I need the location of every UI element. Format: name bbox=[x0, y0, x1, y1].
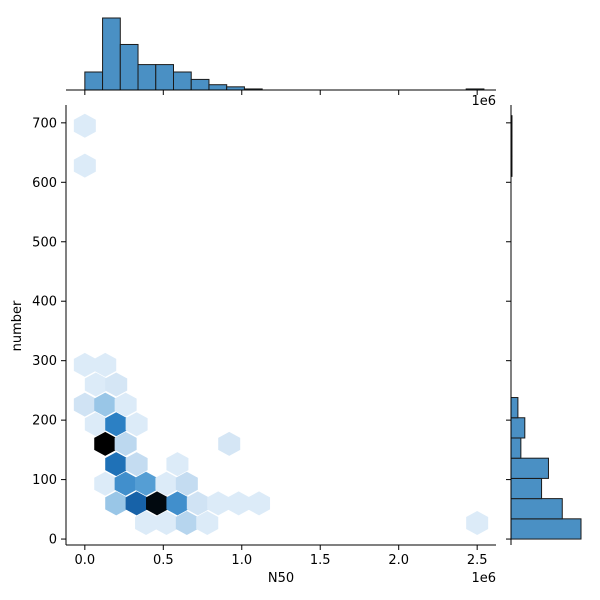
hexbin-cell bbox=[105, 452, 128, 477]
right-hist-bar bbox=[510, 498, 563, 520]
right-hist-bar bbox=[510, 437, 522, 459]
top-hist-bar bbox=[190, 78, 210, 91]
hexbin-cell bbox=[135, 471, 158, 496]
hexbin-cell bbox=[207, 491, 230, 516]
y-tick-label: 700 bbox=[32, 116, 57, 131]
x-tick-label: 0.0 bbox=[74, 553, 95, 568]
hexbin-cell bbox=[105, 412, 128, 437]
top-hist-bar bbox=[137, 64, 157, 91]
top-marginal-histogram bbox=[66, 17, 496, 95]
hexbin-cell bbox=[248, 491, 271, 516]
hexbin-cell bbox=[73, 392, 96, 417]
hexbin-cell bbox=[114, 392, 137, 417]
hexbin-cell bbox=[196, 511, 219, 535]
y-tick-label: 600 bbox=[32, 176, 57, 191]
hexbin-cell bbox=[73, 113, 96, 138]
y-tick-label: 500 bbox=[32, 235, 57, 250]
hexbin-cell bbox=[155, 511, 178, 535]
hexbin-cell bbox=[94, 471, 117, 496]
y-tick-label: 100 bbox=[32, 473, 57, 488]
hexbin-cell bbox=[175, 471, 198, 496]
hexbin-cell bbox=[155, 471, 178, 496]
hexbin-cell bbox=[125, 412, 148, 437]
hexbin-cell bbox=[114, 431, 137, 456]
x-tick-label: 0.5 bbox=[153, 553, 174, 568]
y-tick-label: 200 bbox=[32, 414, 57, 429]
hexbin-cell bbox=[466, 511, 489, 535]
top-x-offset-label: 1e6 bbox=[471, 94, 496, 109]
top-hist-bar bbox=[84, 71, 104, 91]
hexbin-cell bbox=[135, 511, 158, 535]
x-tick-label: 1.5 bbox=[310, 553, 331, 568]
top-hist-bar bbox=[119, 43, 139, 91]
hexbin-cell bbox=[114, 471, 137, 496]
y-tick-label: 300 bbox=[32, 354, 57, 369]
hexbin-cell bbox=[125, 491, 148, 516]
hexbin-cell bbox=[175, 511, 198, 535]
right-hist-bar bbox=[510, 397, 519, 419]
hexbin-cell bbox=[227, 491, 250, 516]
x-axis-label: N50 bbox=[268, 571, 294, 586]
hexbin-cell bbox=[84, 412, 107, 437]
top-hist-bar bbox=[102, 17, 121, 91]
hexbin-cell bbox=[73, 352, 96, 377]
hexbin-cell bbox=[218, 431, 241, 456]
x-tick-label: 1.0 bbox=[231, 553, 252, 568]
right-hist-bar bbox=[510, 457, 549, 479]
hexbin-cell bbox=[105, 372, 128, 397]
axes: 0.0 0.5 1.0 1.5 2.0 2.5 0 100 200 300 400 500 600 700 bbox=[32, 105, 496, 568]
y-axis-label: number bbox=[10, 300, 25, 351]
hexbin-cell bbox=[94, 431, 117, 456]
y-tick-label: 0 bbox=[49, 533, 57, 548]
x-tick-label: 2.0 bbox=[388, 553, 409, 568]
hexbin-cell bbox=[146, 491, 169, 516]
hexbin-cell bbox=[166, 452, 189, 477]
y-tick-label: 400 bbox=[32, 295, 57, 310]
right-hist-bar bbox=[510, 417, 526, 439]
hexbin-cell bbox=[105, 491, 128, 516]
right-hist-bar bbox=[510, 518, 582, 540]
top-hist-bar bbox=[208, 84, 228, 91]
x-tick-label: 2.5 bbox=[467, 553, 488, 568]
right-hist-bar bbox=[510, 477, 543, 500]
top-hist-bar bbox=[173, 71, 192, 91]
hexbin-cell bbox=[73, 153, 96, 178]
hexbin-cell bbox=[94, 352, 117, 377]
hexbin-cell bbox=[94, 392, 117, 417]
hexbin-cell bbox=[84, 372, 107, 397]
hexbin-cell bbox=[166, 491, 189, 516]
hexbin-cell bbox=[125, 452, 148, 477]
bottom-x-offset-label: 1e6 bbox=[471, 571, 496, 586]
top-hist-bar bbox=[155, 64, 174, 91]
hexbin-cell bbox=[186, 491, 209, 516]
right-marginal-histogram bbox=[506, 105, 582, 545]
hexbin-plot-area bbox=[73, 113, 489, 535]
